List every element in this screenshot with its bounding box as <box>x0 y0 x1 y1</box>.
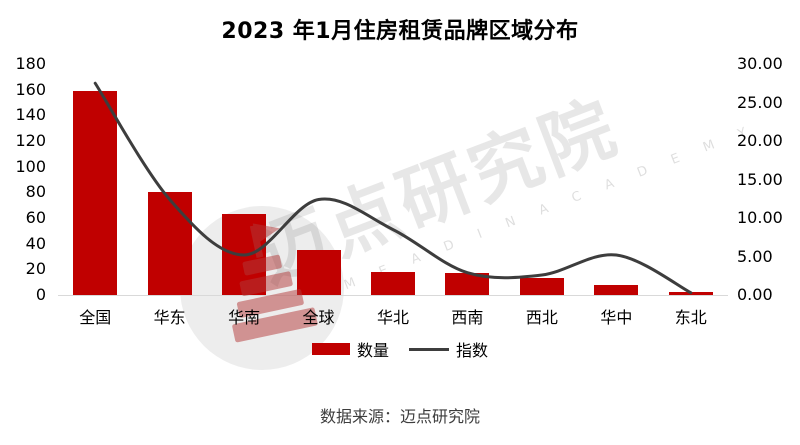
right-axis-tick: 30.00 <box>737 54 783 73</box>
left-axis-tick: 180 <box>15 54 46 73</box>
category-label: 华东 <box>153 308 186 327</box>
bar-东北 <box>668 292 713 295</box>
left-axis-tick: 0 <box>35 285 46 304</box>
right-axis-tick: 10.00 <box>737 208 783 227</box>
right-axis-tick: 20.00 <box>737 131 783 150</box>
left-axis-tick: 120 <box>15 131 46 150</box>
bar-华中 <box>594 284 639 295</box>
right-axis-tick: 5.00 <box>737 246 773 266</box>
legend-quantity-label: 数量 <box>356 341 389 360</box>
legend-index-label: 指数 <box>456 341 489 360</box>
category-label: 华北 <box>376 308 409 327</box>
bar-华北 <box>371 271 415 295</box>
x-axis-baseline <box>58 295 728 296</box>
left-axis-tick: 40 <box>25 233 46 253</box>
left-axis-tick: 140 <box>15 105 46 125</box>
category-label: 西北 <box>525 308 558 327</box>
left-axis-tick: 60 <box>25 208 46 227</box>
category-label: 全国 <box>79 308 112 327</box>
left-axis-tick: 20 <box>25 259 46 279</box>
meadin-tower-logo-icon <box>232 223 318 343</box>
left-axis-tick: 160 <box>15 79 46 99</box>
legend-quantity-swatch <box>311 343 350 355</box>
data-source-note: 数据来源：迈点研究院 <box>319 407 480 426</box>
bar-华东 <box>147 192 192 295</box>
legend-index-line <box>409 347 449 351</box>
right-axis-tick: 25.00 <box>737 92 783 112</box>
category-label: 全球 <box>302 308 335 327</box>
category-label: 西南 <box>451 308 484 327</box>
left-axis-tick: 100 <box>15 156 46 176</box>
legend: 数量 指数 <box>0 340 800 360</box>
bar-全国 <box>73 90 118 295</box>
category-label: 华中 <box>600 308 633 327</box>
right-axis-tick: 0.00 <box>737 285 773 304</box>
category-label: 东北 <box>674 308 707 327</box>
chart-title: 2023 年1月住房租赁品牌区域分布 <box>221 19 579 44</box>
bar-西南 <box>445 273 490 295</box>
bar-西北 <box>519 278 564 295</box>
right-axis-tick: 15.00 <box>737 169 783 189</box>
category-label: 华南 <box>228 308 261 327</box>
left-axis-tick: 80 <box>25 182 46 202</box>
